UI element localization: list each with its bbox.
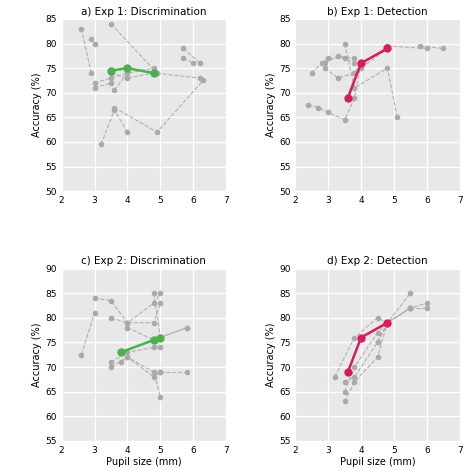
Title: c) Exp 2: Discrimination: c) Exp 2: Discrimination — [82, 256, 206, 266]
Title: d) Exp 2: Detection: d) Exp 2: Detection — [327, 256, 428, 266]
Y-axis label: Accuracy (%): Accuracy (%) — [33, 322, 43, 387]
Title: b) Exp 1: Detection: b) Exp 1: Detection — [327, 7, 428, 17]
Y-axis label: Accuracy (%): Accuracy (%) — [266, 322, 276, 387]
X-axis label: Pupil size (mm): Pupil size (mm) — [340, 457, 415, 467]
Y-axis label: Accuracy (%): Accuracy (%) — [33, 73, 43, 137]
Y-axis label: Accuracy (%): Accuracy (%) — [266, 73, 276, 137]
X-axis label: Pupil size (mm): Pupil size (mm) — [106, 457, 182, 467]
Title: a) Exp 1: Discrimination: a) Exp 1: Discrimination — [81, 7, 207, 17]
